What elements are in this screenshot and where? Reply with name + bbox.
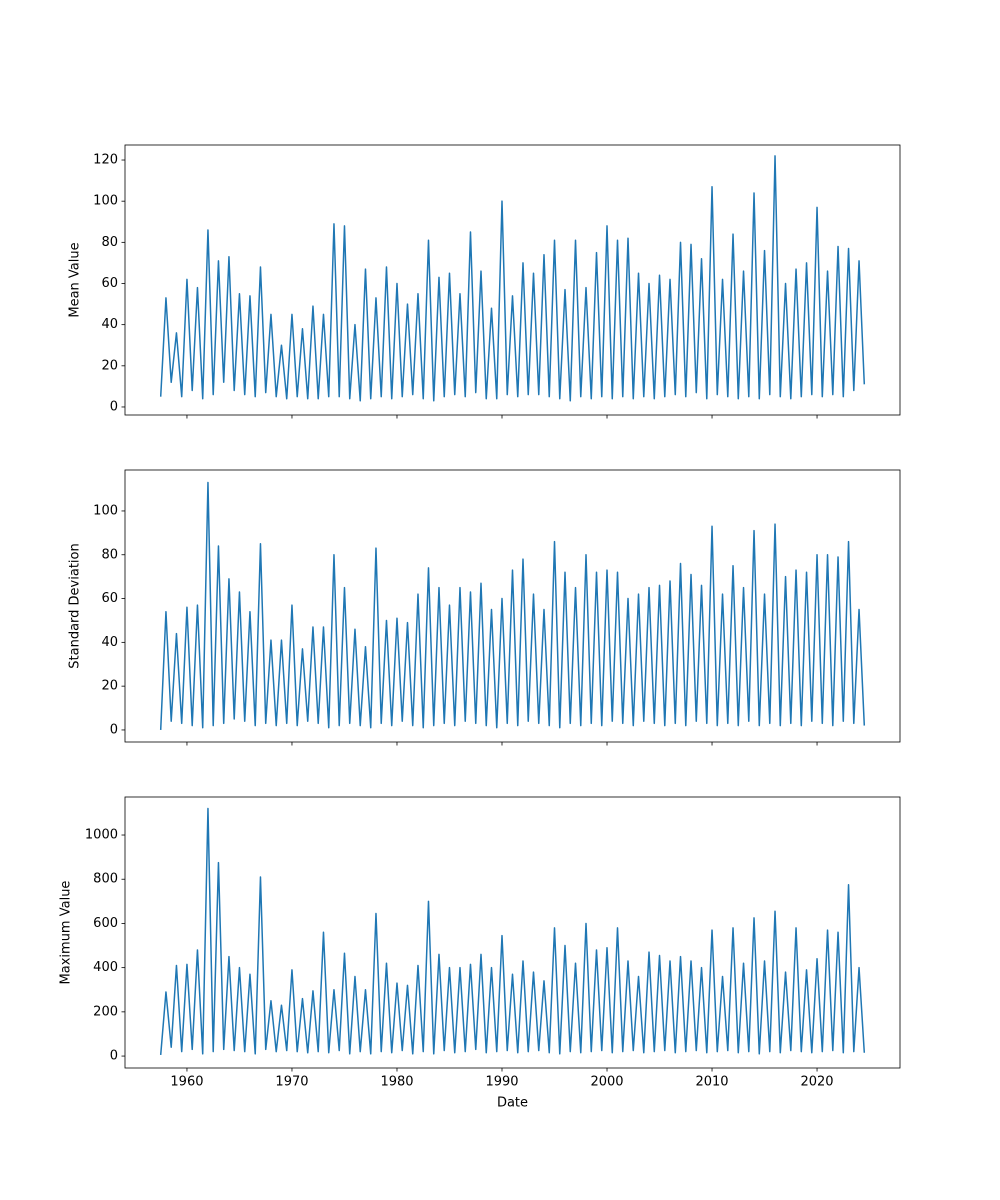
x-tick-label: 2020 [800, 1075, 833, 1090]
y-tick-label: 80 [101, 547, 118, 562]
y-axis-label: Mean Value [68, 242, 83, 317]
x-tick-label: 1960 [170, 1075, 203, 1090]
x-tick-label: 1970 [275, 1075, 308, 1090]
data-line [159, 807, 866, 1056]
y-tick-label: 0 [110, 1049, 118, 1064]
y-tick-label: 0 [110, 722, 118, 737]
x-tick-label: 2000 [590, 1075, 623, 1090]
y-tick-label: 600 [93, 916, 118, 931]
y-tick-label: 60 [101, 276, 118, 291]
y-tick-label: 40 [101, 635, 118, 650]
x-tick-label: 2010 [695, 1075, 728, 1090]
data-line [159, 481, 866, 730]
y-tick-label: 100 [93, 503, 118, 518]
y-tick-label: 20 [101, 679, 118, 694]
axes-frame [124, 144, 901, 416]
x-tick-label: 1990 [485, 1075, 518, 1090]
axes-frame [124, 796, 901, 1069]
y-tick-label: 800 [93, 872, 118, 887]
y-axis-label: Standard Deviation [68, 543, 83, 668]
y-tick-label: 200 [93, 1004, 118, 1019]
y-tick-label: 0 [110, 399, 118, 414]
x-tick-label: 1980 [380, 1075, 413, 1090]
y-tick-label: 60 [101, 591, 118, 606]
y-tick-label: 400 [93, 960, 118, 975]
x-axis-label: Date [497, 1096, 528, 1111]
y-tick-label: 1000 [85, 828, 118, 843]
y-tick-label: 80 [101, 235, 118, 250]
y-tick-label: 40 [101, 317, 118, 332]
axes-frame [124, 469, 901, 743]
y-axis-label: Maximum Value [59, 881, 74, 985]
y-tick-label: 120 [93, 153, 118, 168]
y-tick-label: 100 [93, 194, 118, 209]
y-tick-label: 20 [101, 358, 118, 373]
data-line [159, 155, 866, 402]
